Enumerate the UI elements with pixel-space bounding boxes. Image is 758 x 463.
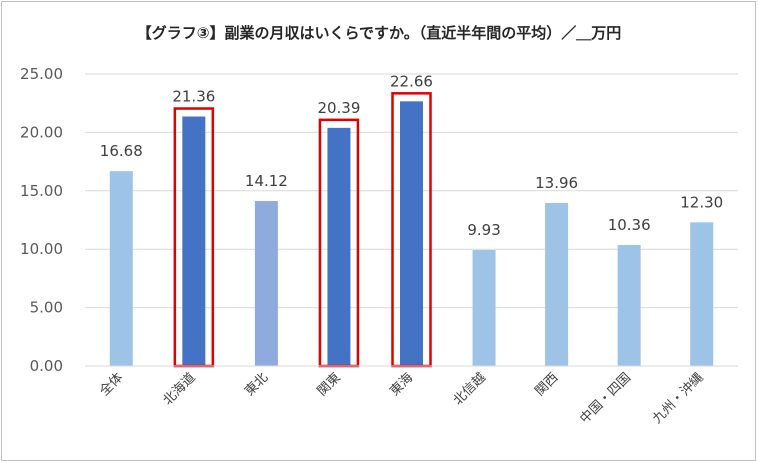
bar-4 (400, 101, 423, 366)
y-tick-label: 0.00 (30, 357, 63, 375)
category-label: 関西 (532, 370, 561, 399)
data-label: 21.36 (172, 88, 215, 106)
data-label: 20.39 (317, 99, 360, 117)
y-tick-label: 5.00 (30, 299, 63, 317)
category-label: 関東 (314, 370, 344, 400)
bar-8 (690, 222, 714, 366)
bar-5 (472, 250, 496, 366)
data-label: 14.12 (245, 172, 288, 190)
bar-0 (109, 171, 133, 366)
category-label: 全体 (96, 370, 126, 400)
category-label: 東海 (387, 370, 417, 400)
y-tick-label: 20.00 (20, 123, 63, 141)
data-label: 22.66 (390, 72, 433, 90)
bar-2 (254, 201, 278, 366)
data-label: 16.68 (100, 142, 143, 160)
category-label: 北海道 (160, 370, 198, 408)
bar-3 (327, 127, 351, 366)
category-label: 東北 (242, 370, 272, 400)
data-label: 10.36 (608, 216, 651, 234)
category-label: 北信越 (451, 370, 489, 408)
y-tick-label: 25.00 (20, 65, 63, 83)
category-label: 九州・沖縄 (650, 370, 707, 427)
bar-7 (617, 244, 641, 366)
y-tick-label: 15.00 (20, 182, 63, 200)
bar-1 (182, 116, 206, 366)
bar-6 (545, 202, 569, 366)
data-label: 9.93 (467, 221, 500, 239)
data-label: 12.30 (680, 193, 723, 211)
data-label: 13.96 (535, 174, 578, 192)
category-label: 中国・四国 (577, 370, 634, 427)
chart-title: 【グラフ③】副業の月収はいくらですか。（直近半年間の平均）／＿万円 (136, 24, 622, 42)
y-tick-label: 10.00 (20, 240, 63, 258)
